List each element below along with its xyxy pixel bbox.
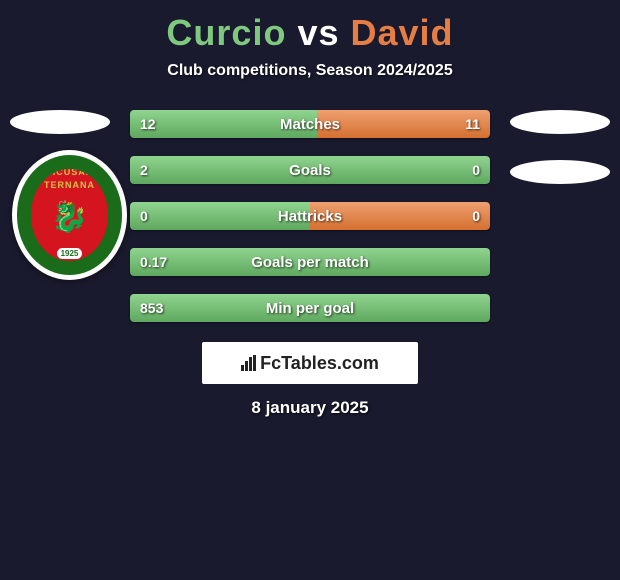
bar-segment-player2 <box>310 202 490 230</box>
page-title: Curcio vs David <box>0 12 620 54</box>
watermark-text: FcTables.com <box>260 353 379 374</box>
logo-year: 1925 <box>57 248 83 259</box>
bar-segment-player1 <box>130 156 490 184</box>
bars-icon <box>241 355 256 371</box>
club-logo: UNICUSANO TERNANA 🐉 1925 <box>12 150 127 280</box>
bar-segment-player1 <box>130 110 317 138</box>
placeholder-ellipse <box>10 110 110 134</box>
date-text: 8 january 2025 <box>0 398 620 418</box>
bar-segment-player1 <box>130 202 310 230</box>
stat-row: Min per goal853 <box>130 294 490 322</box>
bar-segment-player2 <box>317 110 490 138</box>
stats-area: UNICUSANO TERNANA 🐉 1925 Matches1211 Goal… <box>0 110 620 418</box>
player2-name: David <box>351 12 454 53</box>
stat-bars: Matches1211 Goals20 Hattricks00 Goals per m… <box>130 110 490 322</box>
bar-segment-player1 <box>130 248 490 276</box>
subtitle: Club competitions, Season 2024/2025 <box>0 62 620 80</box>
stat-row: Goals per match0.17 <box>130 248 490 276</box>
stat-row: Hattricks00 <box>130 202 490 230</box>
stat-row: Goals20 <box>130 156 490 184</box>
watermark: FcTables.com <box>202 342 418 384</box>
vs-text: vs <box>297 12 339 53</box>
placeholder-ellipse <box>510 110 610 134</box>
bar-segment-player1 <box>130 294 490 322</box>
placeholder-ellipse <box>510 160 610 184</box>
dragon-icon: 🐉 <box>51 203 88 233</box>
player1-name: Curcio <box>166 12 286 53</box>
stat-row: Matches1211 <box>130 110 490 138</box>
logo-text-line2: TERNANA <box>31 180 109 190</box>
card: Curcio vs David Club competitions, Seaso… <box>0 0 620 428</box>
logo-text-line1: UNICUSANO <box>31 167 109 177</box>
